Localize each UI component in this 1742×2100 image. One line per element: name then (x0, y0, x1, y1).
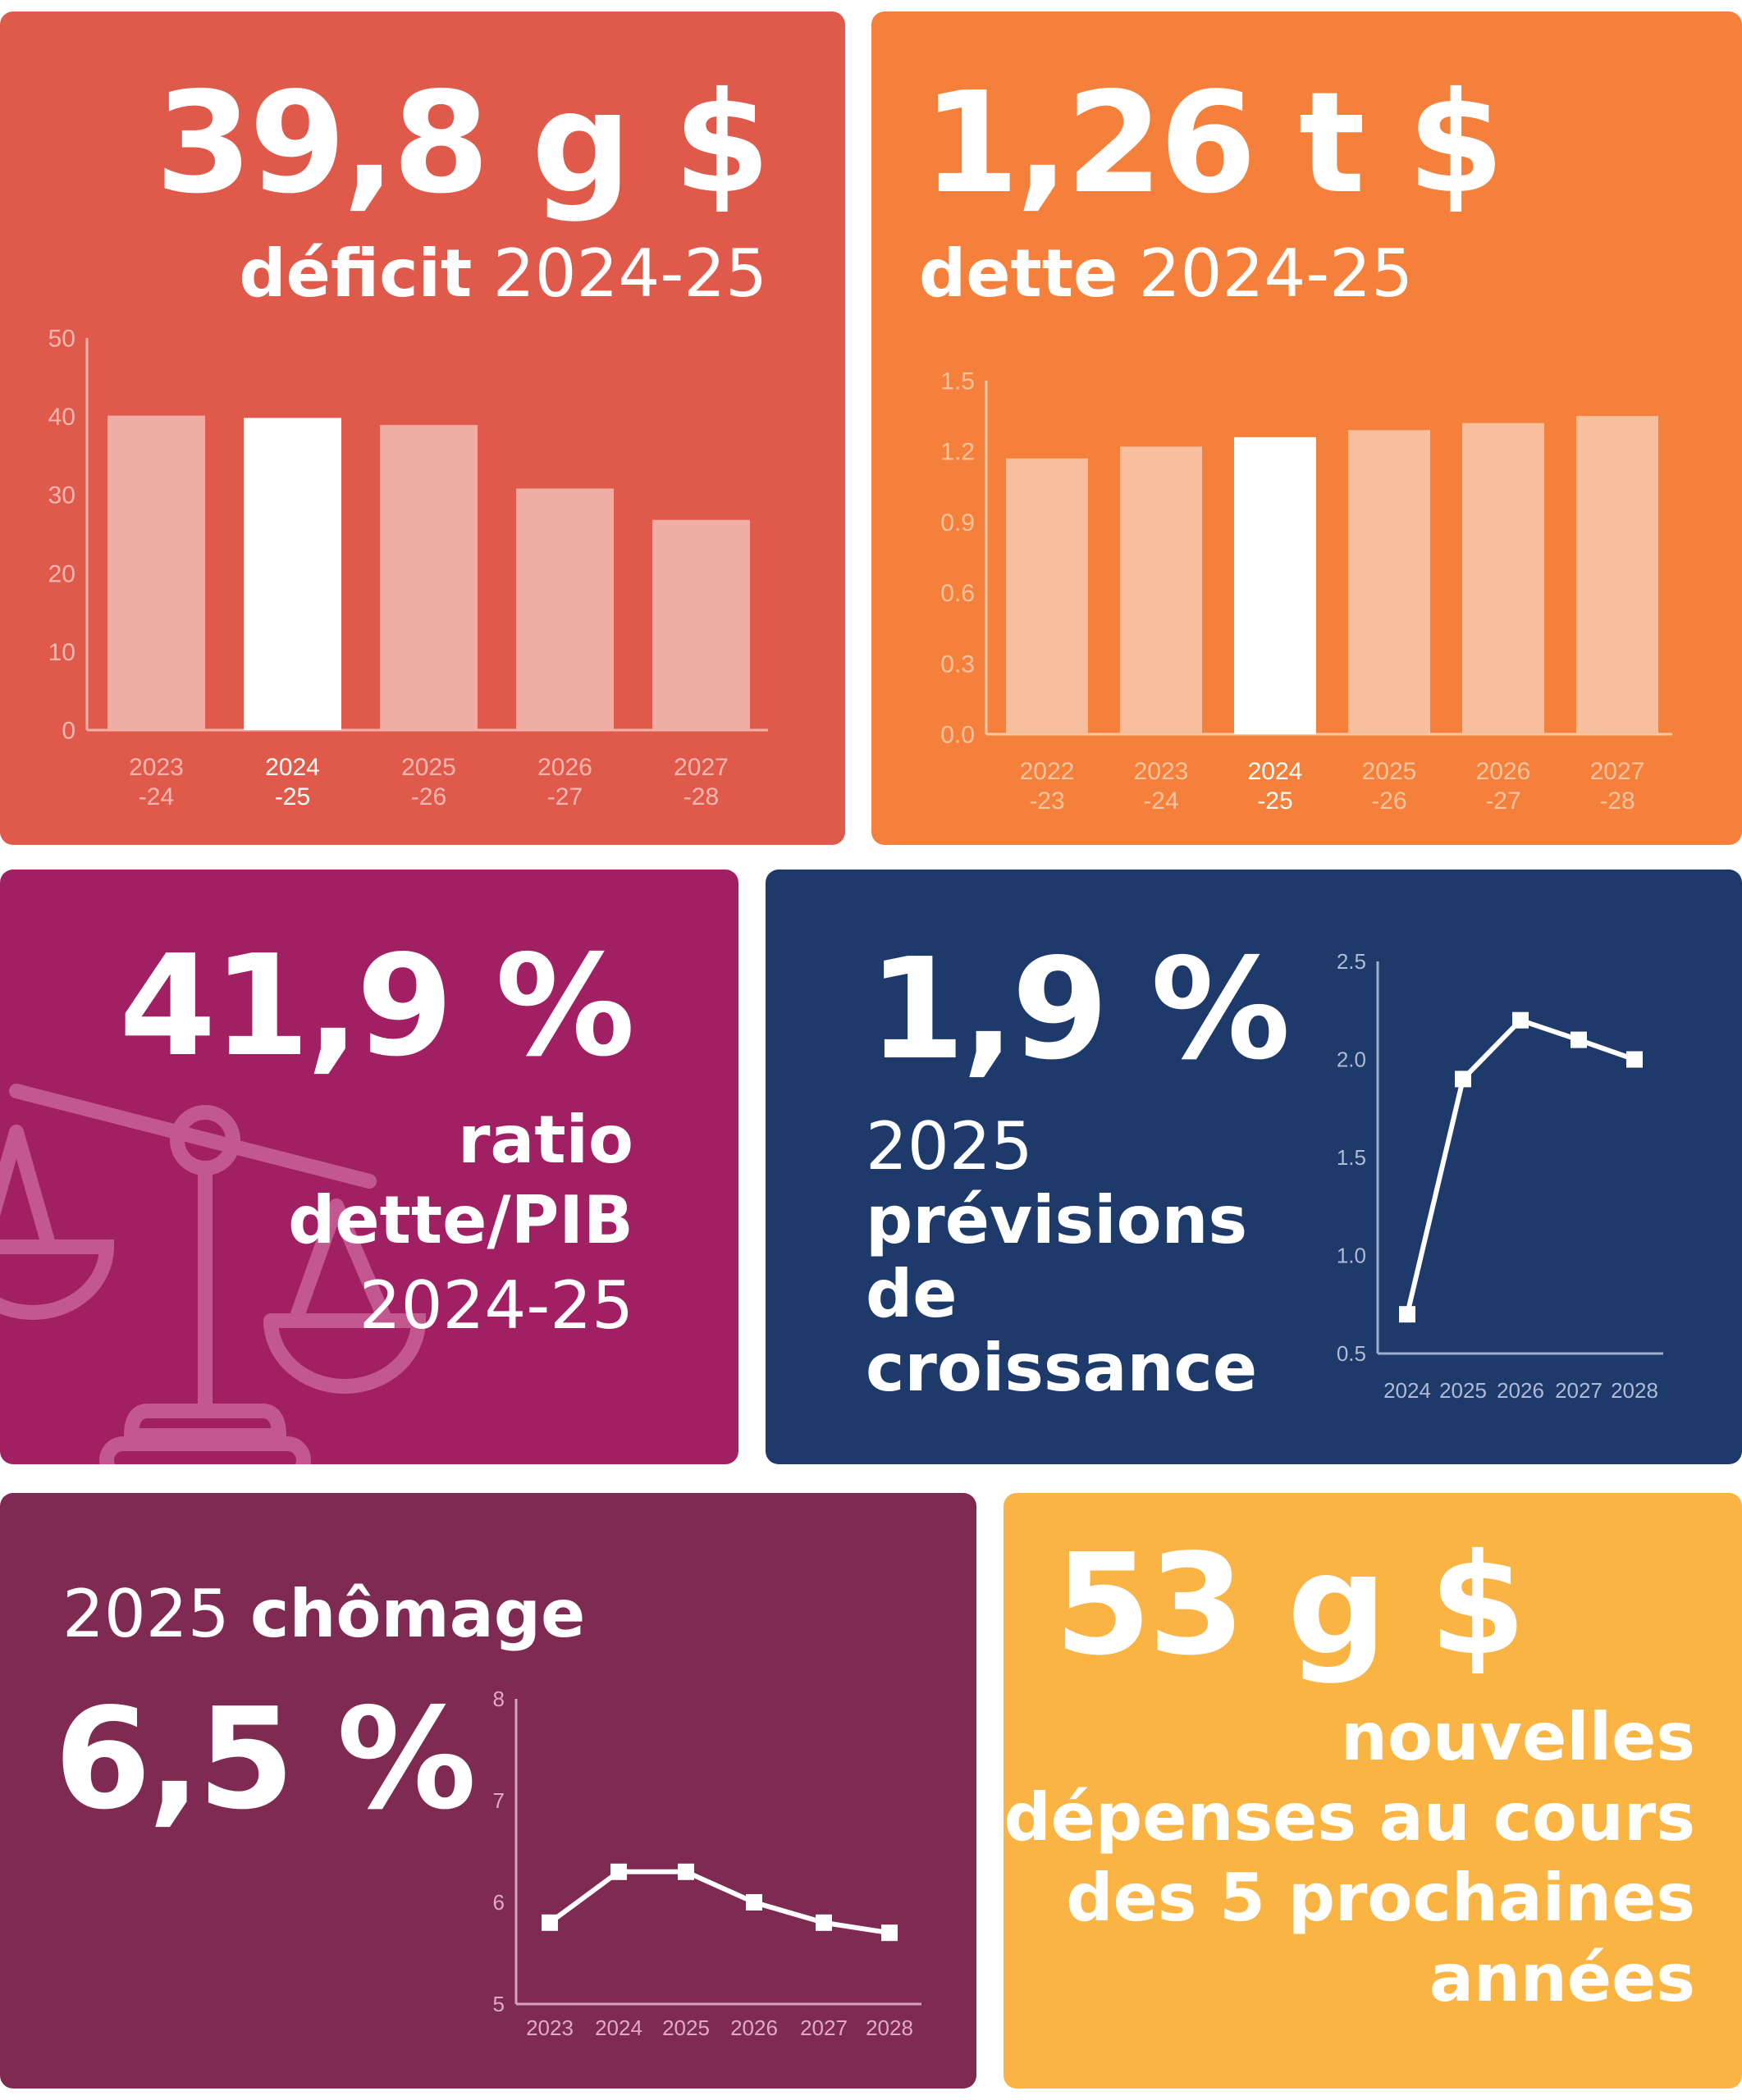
unemployment-year: 2025 (62, 1576, 230, 1652)
unemployment-value: 6,5 % (54, 1678, 477, 1841)
debt-label-bold: dette (919, 235, 1118, 312)
ratio-line3: 2024-25 (359, 1267, 633, 1344)
growth-year: 2025 (866, 1108, 1033, 1185)
debt-card: 1,26 t $ dette 2024-25 (871, 11, 1742, 845)
ratio-line1: ratio (457, 1102, 633, 1178)
debt-label: dette 2024-25 (919, 241, 1413, 307)
growth-line1: prévisions (866, 1182, 1248, 1258)
ratio-value: 41,9 % (119, 925, 635, 1088)
debt-value: 1,26 t $ (922, 62, 1504, 225)
growth-card: 1,9 % 2025 prévisions de croissance (766, 870, 1742, 1464)
deficit-card: 39,8 g $ déficit 2024-25 (0, 11, 845, 845)
ratio-card: 41,9 % ratio dette/PIB 2024-25 (0, 870, 738, 1464)
unemployment-card: 2025 chômage 6,5 % (0, 1493, 976, 2089)
deficit-value: 39,8 g $ (155, 62, 770, 225)
spending-value: 53 g $ (1054, 1524, 1526, 1687)
spending-line3: des 5 prochaines (1066, 1860, 1695, 1936)
spending-card: 53 g $ nouvelles dépenses au cours des 5… (1004, 1493, 1742, 2089)
debt-label-period: 2024-25 (1138, 235, 1413, 312)
growth-line3: croissance (866, 1330, 1258, 1406)
growth-value: 1,9 % (868, 929, 1291, 1091)
unemployment-title: 2025 chômage (62, 1582, 585, 1647)
deficit-label-bold: déficit (239, 235, 473, 312)
spending-line4: années (1429, 1940, 1695, 2016)
spending-line1: nouvelles (1341, 1699, 1695, 1775)
deficit-label: déficit 2024-25 (239, 241, 767, 307)
ratio-line2: dette/PIB (288, 1182, 633, 1258)
balance-scale-icon (0, 1084, 427, 1464)
spending-line2: dépenses au cours (1004, 1779, 1695, 1856)
deficit-label-period: 2024-25 (492, 235, 767, 312)
unemployment-label: chômage (250, 1576, 586, 1652)
growth-line2: de (866, 1256, 958, 1332)
